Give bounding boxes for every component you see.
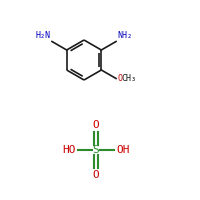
Text: NH₂: NH₂ <box>117 31 132 40</box>
Text: O: O <box>93 170 99 180</box>
Text: O: O <box>117 74 122 83</box>
Text: CH₃: CH₃ <box>122 74 137 83</box>
Text: HO: HO <box>62 145 76 155</box>
Text: S: S <box>93 145 99 155</box>
Text: H₂N: H₂N <box>36 31 51 40</box>
Text: OH: OH <box>116 145 130 155</box>
Text: O: O <box>93 120 99 130</box>
